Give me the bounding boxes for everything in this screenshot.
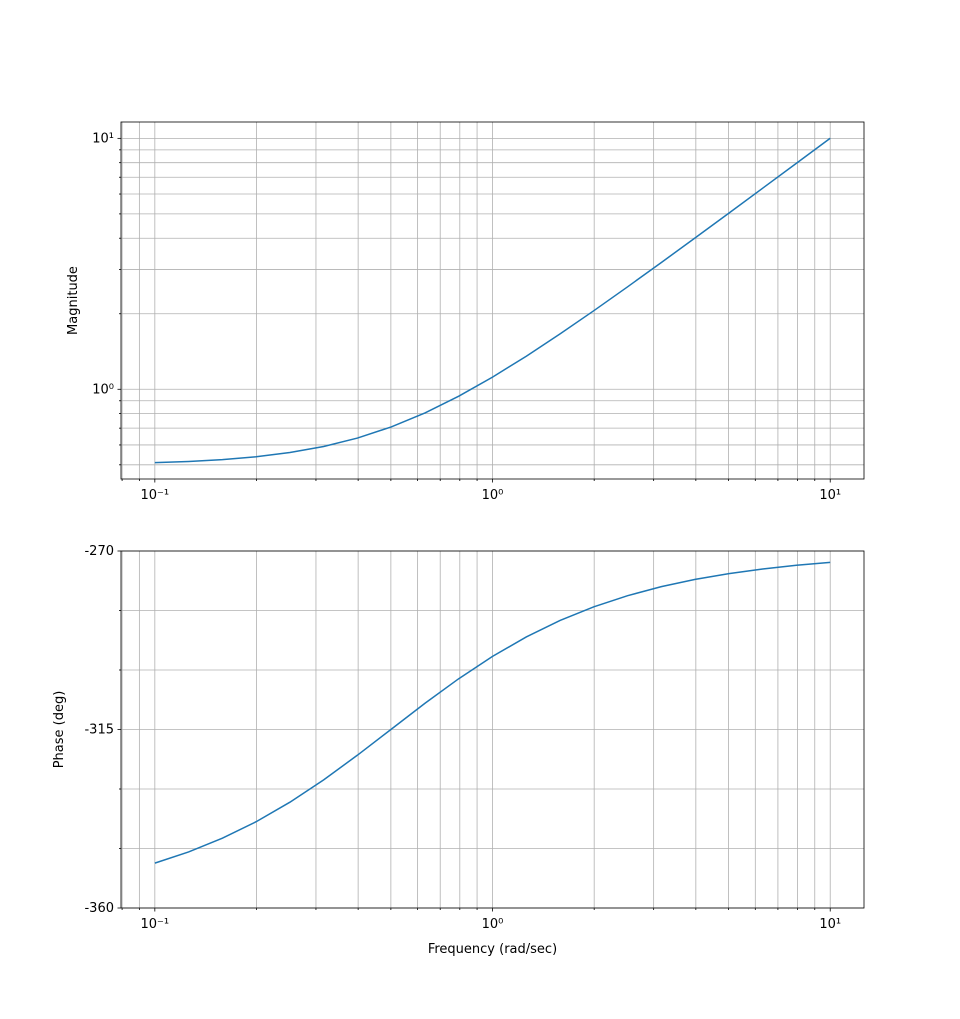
y-tick-label: 10⁰: [92, 382, 114, 397]
x-tick-label: 10¹: [819, 917, 841, 932]
data-line: [154, 561, 831, 864]
y-axis-label: Phase (deg): [52, 691, 67, 769]
x-tick-label: 10¹: [819, 488, 841, 503]
y-tick-label: -315: [84, 723, 114, 738]
data-line: [154, 137, 831, 464]
y-tick-label: 10¹: [92, 131, 114, 146]
y-tick-label: -270: [84, 544, 114, 559]
x-tick-label: 10⁻¹: [141, 488, 170, 503]
axes-frame: [120, 550, 865, 909]
x-axis-label: Frequency (rad/sec): [428, 942, 557, 957]
x-tick-label: 10⁰: [482, 488, 504, 503]
y-axis-label: Magnitude: [66, 266, 81, 335]
y-tick-label: -360: [84, 901, 114, 916]
x-tick-label: 10⁻¹: [141, 917, 170, 932]
x-tick-label: 10⁰: [482, 917, 504, 932]
axes-frame: [120, 121, 865, 480]
